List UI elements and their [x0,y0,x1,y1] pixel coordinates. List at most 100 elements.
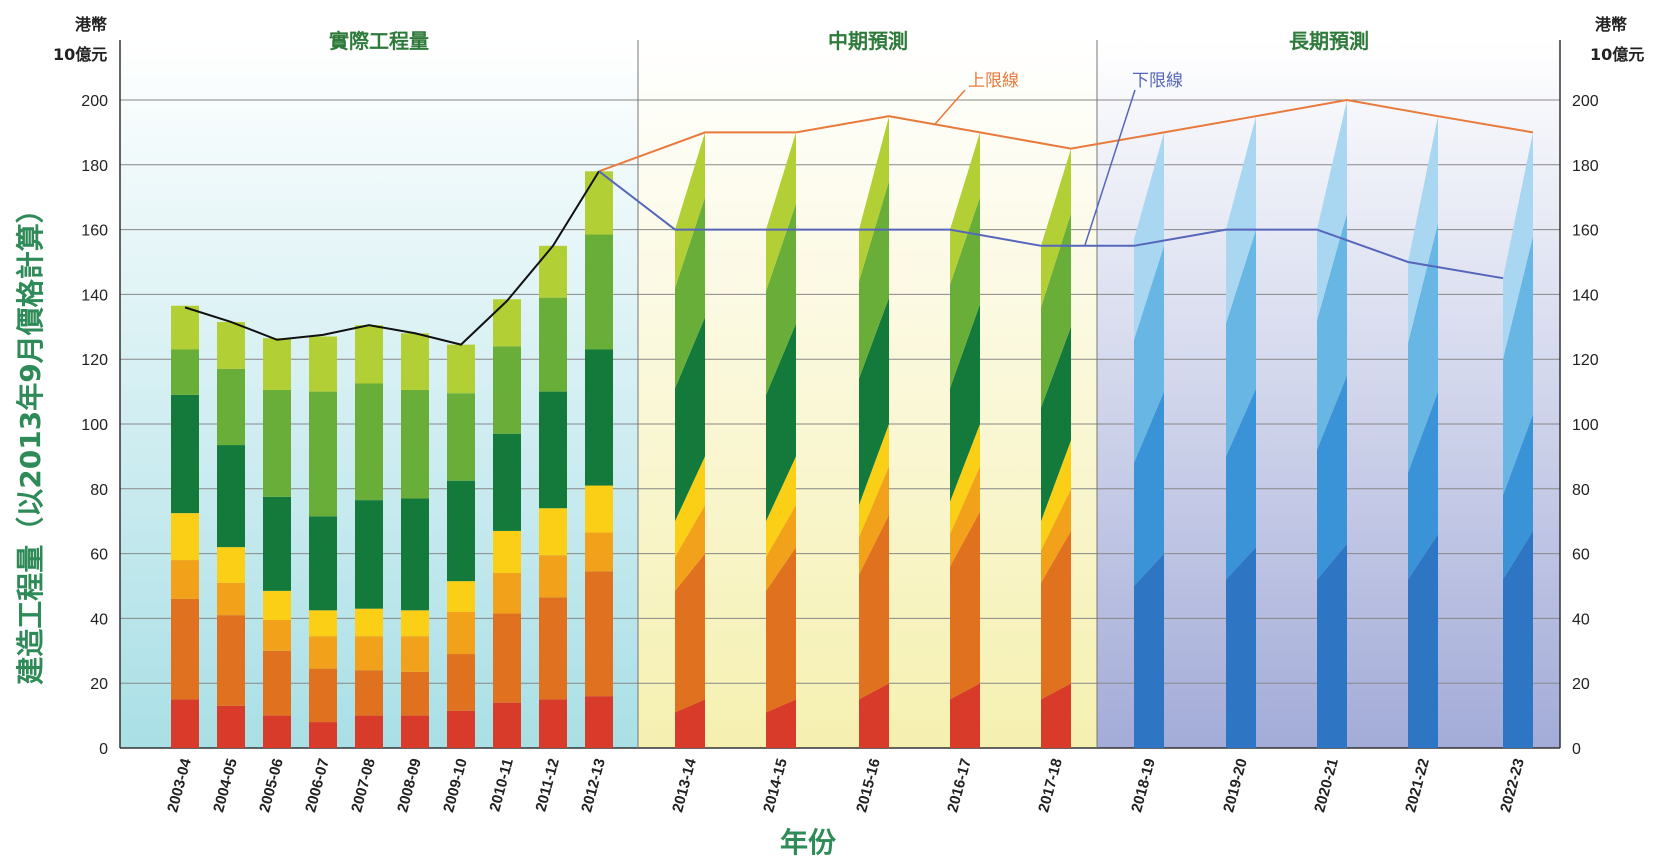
bar-segment [263,591,291,620]
bar-segment [355,609,383,637]
bar-segment [401,499,429,611]
x-tick-label: 2011-12 [532,757,562,814]
bar-segment [539,508,567,555]
forecast-segment [1317,544,1347,748]
bar-segment [355,325,383,383]
y-tick-label-left: 100 [81,417,108,434]
bar-segment [355,500,383,609]
bar-segment [493,299,521,346]
bar-segment [493,531,521,573]
bar-segment [585,349,613,485]
bar-segment [539,555,567,597]
bar-segment [171,395,199,513]
bar-segment [263,338,291,390]
y-tick-label-right: 180 [1572,158,1599,175]
x-tick-label: 2003-04 [164,756,195,814]
bar-segment [263,716,291,748]
x-tick-label: 2020-21 [1311,757,1342,815]
bar-segment [447,711,475,748]
y-tick-label-right: 160 [1572,223,1599,240]
x-tick-label: 2022-23 [1497,757,1528,815]
bar-segment [585,234,613,349]
y-tick-label-right: 20 [1572,676,1590,693]
bar-segment [171,306,199,350]
unit-label-right-currency: 港幣 [1595,15,1627,34]
bar-segment [263,651,291,716]
bar-segment [355,636,383,670]
bar-segment [539,246,567,298]
bar-segment [493,573,521,614]
bar-segment [401,716,429,748]
bar-segment [309,636,337,668]
bar-segment [355,670,383,715]
y-tick-label-left: 160 [81,223,108,240]
bar-segment [309,516,337,610]
bar-segment [171,560,199,599]
x-tick-label: 2009-10 [440,757,471,815]
bar-segment [355,384,383,501]
bar-segment [539,699,567,748]
bar-segment [263,497,291,591]
bar-segment [309,337,337,392]
bar-segment [355,716,383,748]
y-tick-label-right: 40 [1572,611,1590,628]
bar-segment [447,481,475,581]
bar-segment [309,610,337,636]
bar-segment [493,703,521,748]
bar-segment [263,620,291,651]
x-tick-label: 2007-08 [348,757,379,815]
forecast-segment [1134,554,1164,748]
y-tick-label-left: 200 [81,93,108,110]
x-tick-label: 2004-05 [210,757,241,815]
bar-segment [401,672,429,716]
bar-segment [401,610,429,636]
y-axis-title: 建造工程量（以2013年9月價格計算） [14,195,47,684]
x-tick-label: 2016-17 [944,757,975,815]
x-tick-label: 2010-11 [486,757,516,814]
x-tick-label: 2019-20 [1220,757,1251,815]
x-tick-label: 2021-22 [1402,757,1433,815]
y-tick-label-right: 140 [1572,287,1599,304]
x-tick-label: 2006-07 [302,757,333,815]
bar-segment [493,346,521,433]
bar-segment [585,571,613,696]
bar-segment [493,434,521,531]
section-label: 長期預測 [1289,29,1369,53]
bar-segment [539,298,567,392]
bar-segment [401,636,429,672]
x-tick-label: 2015-16 [853,757,884,815]
y-tick-label-right: 120 [1572,352,1599,369]
y-tick-label-right: 80 [1572,482,1590,499]
bar-segment [401,333,429,390]
y-tick-label-left: 60 [90,547,108,564]
bar-segment [217,583,245,615]
bar-segment [493,614,521,703]
bar-segment [217,445,245,547]
bar-segment [171,349,199,394]
section-label: 中期預測 [828,29,908,53]
unit-label-left-currency: 港幣 [75,15,107,34]
forecast-segment [1226,547,1256,748]
y-tick-label-left: 40 [90,611,108,628]
y-tick-label-right: 200 [1572,93,1599,110]
y-tick-label-left: 80 [90,482,108,499]
y-tick-label-right: 100 [1572,417,1599,434]
unit-label-left-scale: 10億元 [53,45,107,64]
bar-segment [585,486,613,533]
bar-segment [309,392,337,517]
x-tick-label: 2008-09 [394,757,425,815]
upper-limit-label: 上限線 [968,71,1019,91]
x-tick-label: 2017-18 [1035,757,1066,815]
bar-segment [585,171,613,234]
y-tick-label-left: 180 [81,158,108,175]
bar-segment [217,615,245,706]
lower-limit-label: 下限線 [1132,71,1183,91]
x-tick-label: 2014-15 [760,757,791,815]
bar-segment [171,599,199,699]
bar-segment [585,533,613,572]
bar-segment [217,322,245,369]
bar-segment [217,547,245,583]
bar-segment [217,369,245,445]
section-label: 實際工程量 [329,29,429,53]
